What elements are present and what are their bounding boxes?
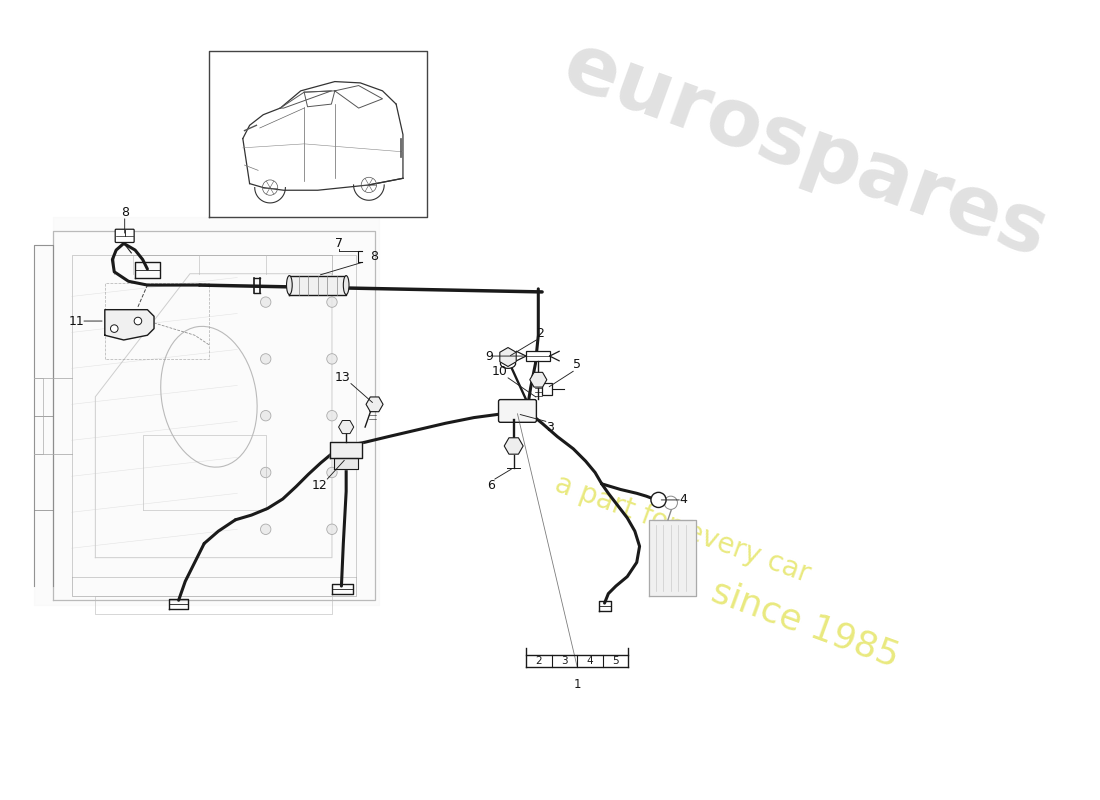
Text: 4: 4 xyxy=(680,494,688,506)
Text: since 1985: since 1985 xyxy=(706,574,904,674)
Circle shape xyxy=(327,410,338,421)
Polygon shape xyxy=(34,217,379,605)
Circle shape xyxy=(327,524,338,534)
Circle shape xyxy=(261,354,271,364)
Text: 3: 3 xyxy=(546,422,553,434)
Circle shape xyxy=(261,524,271,534)
Polygon shape xyxy=(104,310,154,340)
Text: 2: 2 xyxy=(536,656,542,666)
Ellipse shape xyxy=(286,276,293,294)
Circle shape xyxy=(261,467,271,478)
Text: 2: 2 xyxy=(537,327,544,340)
Circle shape xyxy=(134,318,142,325)
Text: 11: 11 xyxy=(68,314,84,327)
Text: 6: 6 xyxy=(487,479,495,492)
Circle shape xyxy=(327,354,338,364)
Circle shape xyxy=(261,297,271,307)
Polygon shape xyxy=(330,442,362,458)
Text: 5: 5 xyxy=(573,358,581,371)
Ellipse shape xyxy=(500,359,516,368)
Text: 4: 4 xyxy=(586,656,593,666)
FancyBboxPatch shape xyxy=(498,399,537,422)
Text: 7: 7 xyxy=(334,237,342,250)
Circle shape xyxy=(651,492,667,507)
Text: a part for every car: a part for every car xyxy=(551,470,814,589)
Circle shape xyxy=(664,496,678,510)
Text: 1: 1 xyxy=(573,678,581,691)
Text: 8: 8 xyxy=(370,250,377,263)
FancyBboxPatch shape xyxy=(116,230,134,242)
Text: 8: 8 xyxy=(121,206,129,219)
Text: 5: 5 xyxy=(612,656,619,666)
Circle shape xyxy=(327,297,338,307)
Polygon shape xyxy=(526,351,550,361)
Ellipse shape xyxy=(343,276,349,294)
Polygon shape xyxy=(649,520,696,595)
Circle shape xyxy=(110,325,118,332)
Polygon shape xyxy=(334,458,359,469)
Text: 12: 12 xyxy=(311,479,327,492)
Polygon shape xyxy=(289,276,346,294)
Text: 10: 10 xyxy=(492,365,508,378)
Circle shape xyxy=(327,467,338,478)
Text: 3: 3 xyxy=(561,656,568,666)
Text: eurospares: eurospares xyxy=(552,27,1058,274)
Text: 9: 9 xyxy=(485,350,493,362)
Circle shape xyxy=(261,410,271,421)
Text: 13: 13 xyxy=(336,370,351,383)
